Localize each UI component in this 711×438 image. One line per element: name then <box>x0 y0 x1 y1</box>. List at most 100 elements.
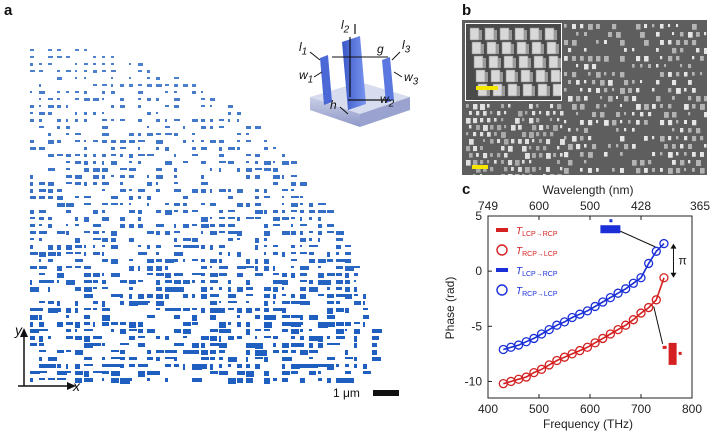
data-point <box>536 364 547 374</box>
metasurface-pixel <box>147 196 151 200</box>
sem-pillar <box>522 132 527 138</box>
metasurface-pixel <box>201 203 205 205</box>
inset-pillar <box>520 69 531 83</box>
metasurface-pixel <box>210 336 217 341</box>
metasurface-pixel <box>363 294 366 299</box>
metasurface-pixel <box>138 343 145 347</box>
metasurface-pixel <box>210 301 217 305</box>
metasurface-pixel <box>192 273 201 275</box>
metasurface-pixel <box>129 329 137 331</box>
metasurface-pixel <box>57 308 61 312</box>
metasurface-pixel <box>102 189 105 191</box>
metasurface-pixel <box>228 336 234 340</box>
sem-pillar <box>620 152 623 156</box>
metasurface-pixel <box>174 203 180 206</box>
sem-pillar <box>564 24 567 28</box>
metasurface-pixel <box>327 273 335 276</box>
y-tick-label: 5 <box>475 209 482 223</box>
sem-pillar <box>501 174 506 175</box>
sem-pillar <box>515 174 520 175</box>
metasurface-pixel <box>273 378 277 381</box>
metasurface-pixel <box>39 350 46 352</box>
metasurface-pixel <box>273 245 278 247</box>
metasurface-pixel <box>84 154 87 157</box>
metasurface-pixel <box>174 105 179 108</box>
metasurface-pixel <box>39 301 45 303</box>
metasurface-pixel <box>291 371 298 374</box>
metasurface-pixel <box>75 301 78 306</box>
sem-pillar <box>652 152 656 157</box>
inset-pillar-side <box>487 86 490 96</box>
metasurface-pixel <box>147 133 153 136</box>
metasurface-pixel <box>156 308 160 310</box>
sem-pillar <box>504 125 507 129</box>
inset-pillar <box>544 27 555 41</box>
metasurface-pixel <box>147 231 154 234</box>
xy-axes-indicator <box>18 328 76 390</box>
metasurface-pixel <box>192 308 197 310</box>
metasurface-pixel <box>192 210 198 212</box>
sem-pillar <box>680 160 685 166</box>
data-point <box>659 273 669 283</box>
metasurface-pixel <box>147 203 149 206</box>
sem-pillar <box>518 139 522 144</box>
metasurface-pixel <box>93 182 97 185</box>
metasurface-pixel <box>327 280 331 285</box>
sem-pillar <box>515 118 520 124</box>
metasurface-pixel <box>156 301 164 306</box>
metasurface-pixel <box>30 210 34 214</box>
metasurface-pixel <box>192 378 202 382</box>
metasurface-pixel <box>210 203 216 206</box>
sem-pillar <box>494 118 497 122</box>
sem-pillar <box>529 146 532 150</box>
sem-pillar <box>628 88 632 93</box>
metasurface-pixel <box>282 161 289 165</box>
panel-label-a: a <box>4 2 13 19</box>
metasurface-pixel <box>291 203 298 207</box>
metasurface-pixel <box>39 91 45 94</box>
data-point <box>651 295 661 305</box>
sem-pillar <box>640 32 645 38</box>
inset-pillar-side <box>539 30 542 40</box>
metasurface-pixel <box>201 343 205 348</box>
data-point <box>575 309 585 319</box>
metasurface-pixel <box>30 105 34 108</box>
sem-pillar <box>676 88 681 94</box>
sem-pillar <box>568 96 573 102</box>
metasurface-pixel <box>327 357 335 360</box>
red-pillar-glyph <box>678 351 682 355</box>
metasurface-pixel <box>228 224 235 227</box>
inset-pillar-side <box>554 30 557 40</box>
metasurface-pixel <box>129 63 131 65</box>
metasurface-pixel <box>30 280 32 285</box>
metasurface-pixel <box>300 378 305 383</box>
metasurface-pixel <box>102 364 112 367</box>
sem-pillar <box>692 24 697 30</box>
sem-pillar <box>539 125 544 131</box>
metasurface-pixel <box>75 91 79 93</box>
metasurface-pixel <box>48 336 51 339</box>
sem-pillar <box>672 112 677 118</box>
sem-pillar <box>596 104 600 109</box>
metasurface-pixel <box>39 238 42 241</box>
sem-pillar <box>652 24 655 28</box>
sem-pillar <box>624 96 629 102</box>
metasurface-pixel <box>30 217 35 219</box>
inset-pillar-side <box>483 58 486 68</box>
metasurface-pixel <box>138 371 145 377</box>
metasurface-pixel <box>129 357 137 360</box>
sem-pillar <box>543 174 546 175</box>
metasurface-pixel <box>129 175 134 178</box>
sem-pillar <box>704 144 707 148</box>
metasurface-pixel <box>354 336 357 342</box>
sem-pillar <box>536 132 540 137</box>
metasurface-pixel <box>192 189 198 193</box>
inset-pillar-side <box>526 44 529 54</box>
metasurface-pixel <box>39 105 41 107</box>
sem-pillar <box>680 32 684 37</box>
metasurface-pixel <box>237 112 241 115</box>
metasurface-pixel <box>156 245 161 248</box>
metasurface-pixel <box>273 161 275 163</box>
sem-pillar <box>636 24 641 30</box>
metasurface-pixel <box>300 266 309 270</box>
